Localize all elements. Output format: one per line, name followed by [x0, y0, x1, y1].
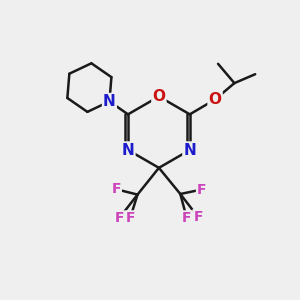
- Text: F: F: [197, 182, 206, 197]
- Text: F: F: [111, 182, 121, 196]
- Text: N: N: [103, 94, 116, 109]
- Text: F: F: [182, 212, 192, 225]
- Text: N: N: [183, 142, 196, 158]
- Text: O: O: [208, 92, 222, 107]
- Text: O: O: [152, 89, 165, 104]
- Text: N: N: [122, 142, 134, 158]
- Text: F: F: [114, 212, 124, 225]
- Text: F: F: [125, 212, 135, 225]
- Text: F: F: [194, 210, 203, 224]
